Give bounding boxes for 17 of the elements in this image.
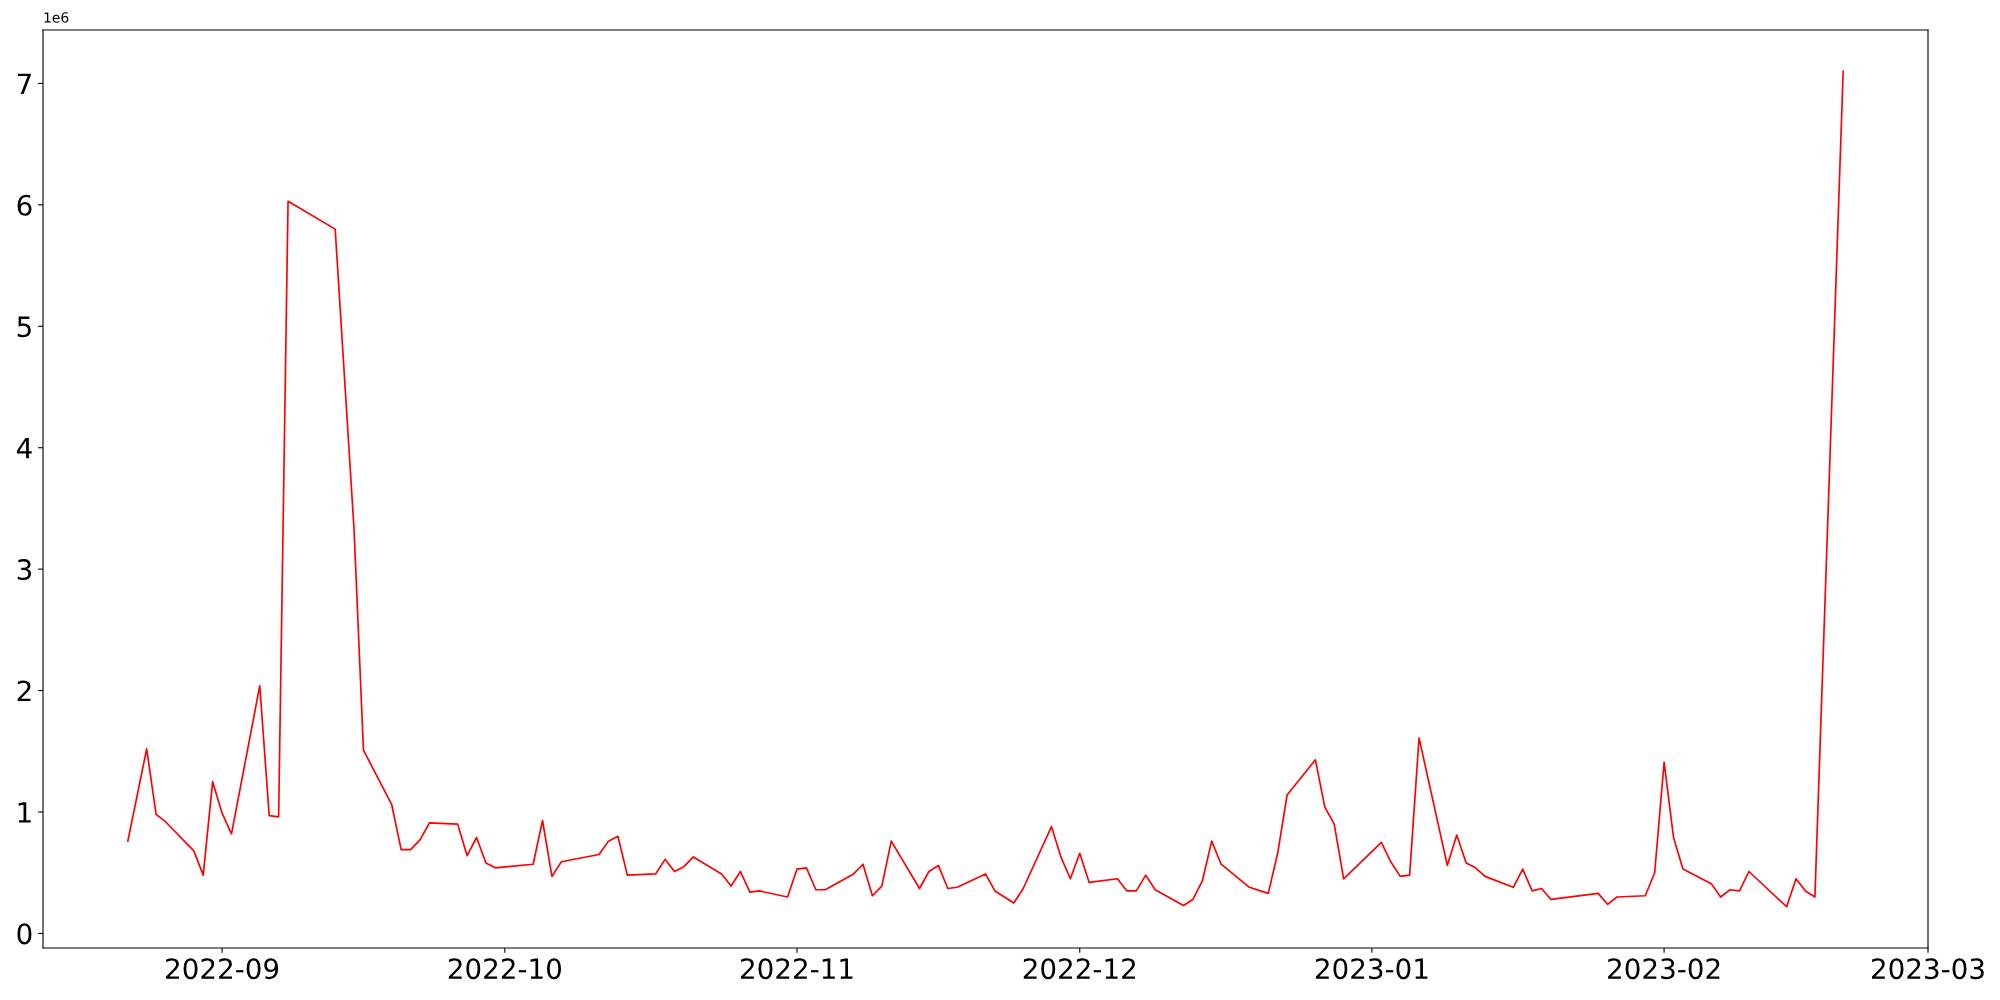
x-tick-label: 2023-02 (1608, 958, 1720, 980)
y-tick-label: 6 (17, 194, 32, 216)
x-tick-label: 2022-11 (741, 958, 853, 980)
y-tick-label: 0 (17, 923, 32, 945)
y-tick-label: 4 (16, 438, 32, 459)
text: 1e6 (44, 12, 69, 23)
x-tick-label: 2022-12 (1023, 958, 1135, 980)
y-tick-label: 5 (17, 316, 31, 338)
line-series (126, 70, 1845, 908)
y-tick-label: 3 (17, 559, 32, 581)
y-tick-label: 1 (18, 802, 31, 823)
x-tick-label: 2023-03 (1872, 958, 1984, 980)
x-tick-label: 2023-01 (1315, 958, 1428, 980)
x-tick-label: 2022-10 (448, 958, 562, 980)
y-tick-label: 2 (17, 680, 31, 702)
y-tick-label: 7 (17, 73, 31, 94)
x-tick-label: 2022-09 (166, 958, 279, 980)
